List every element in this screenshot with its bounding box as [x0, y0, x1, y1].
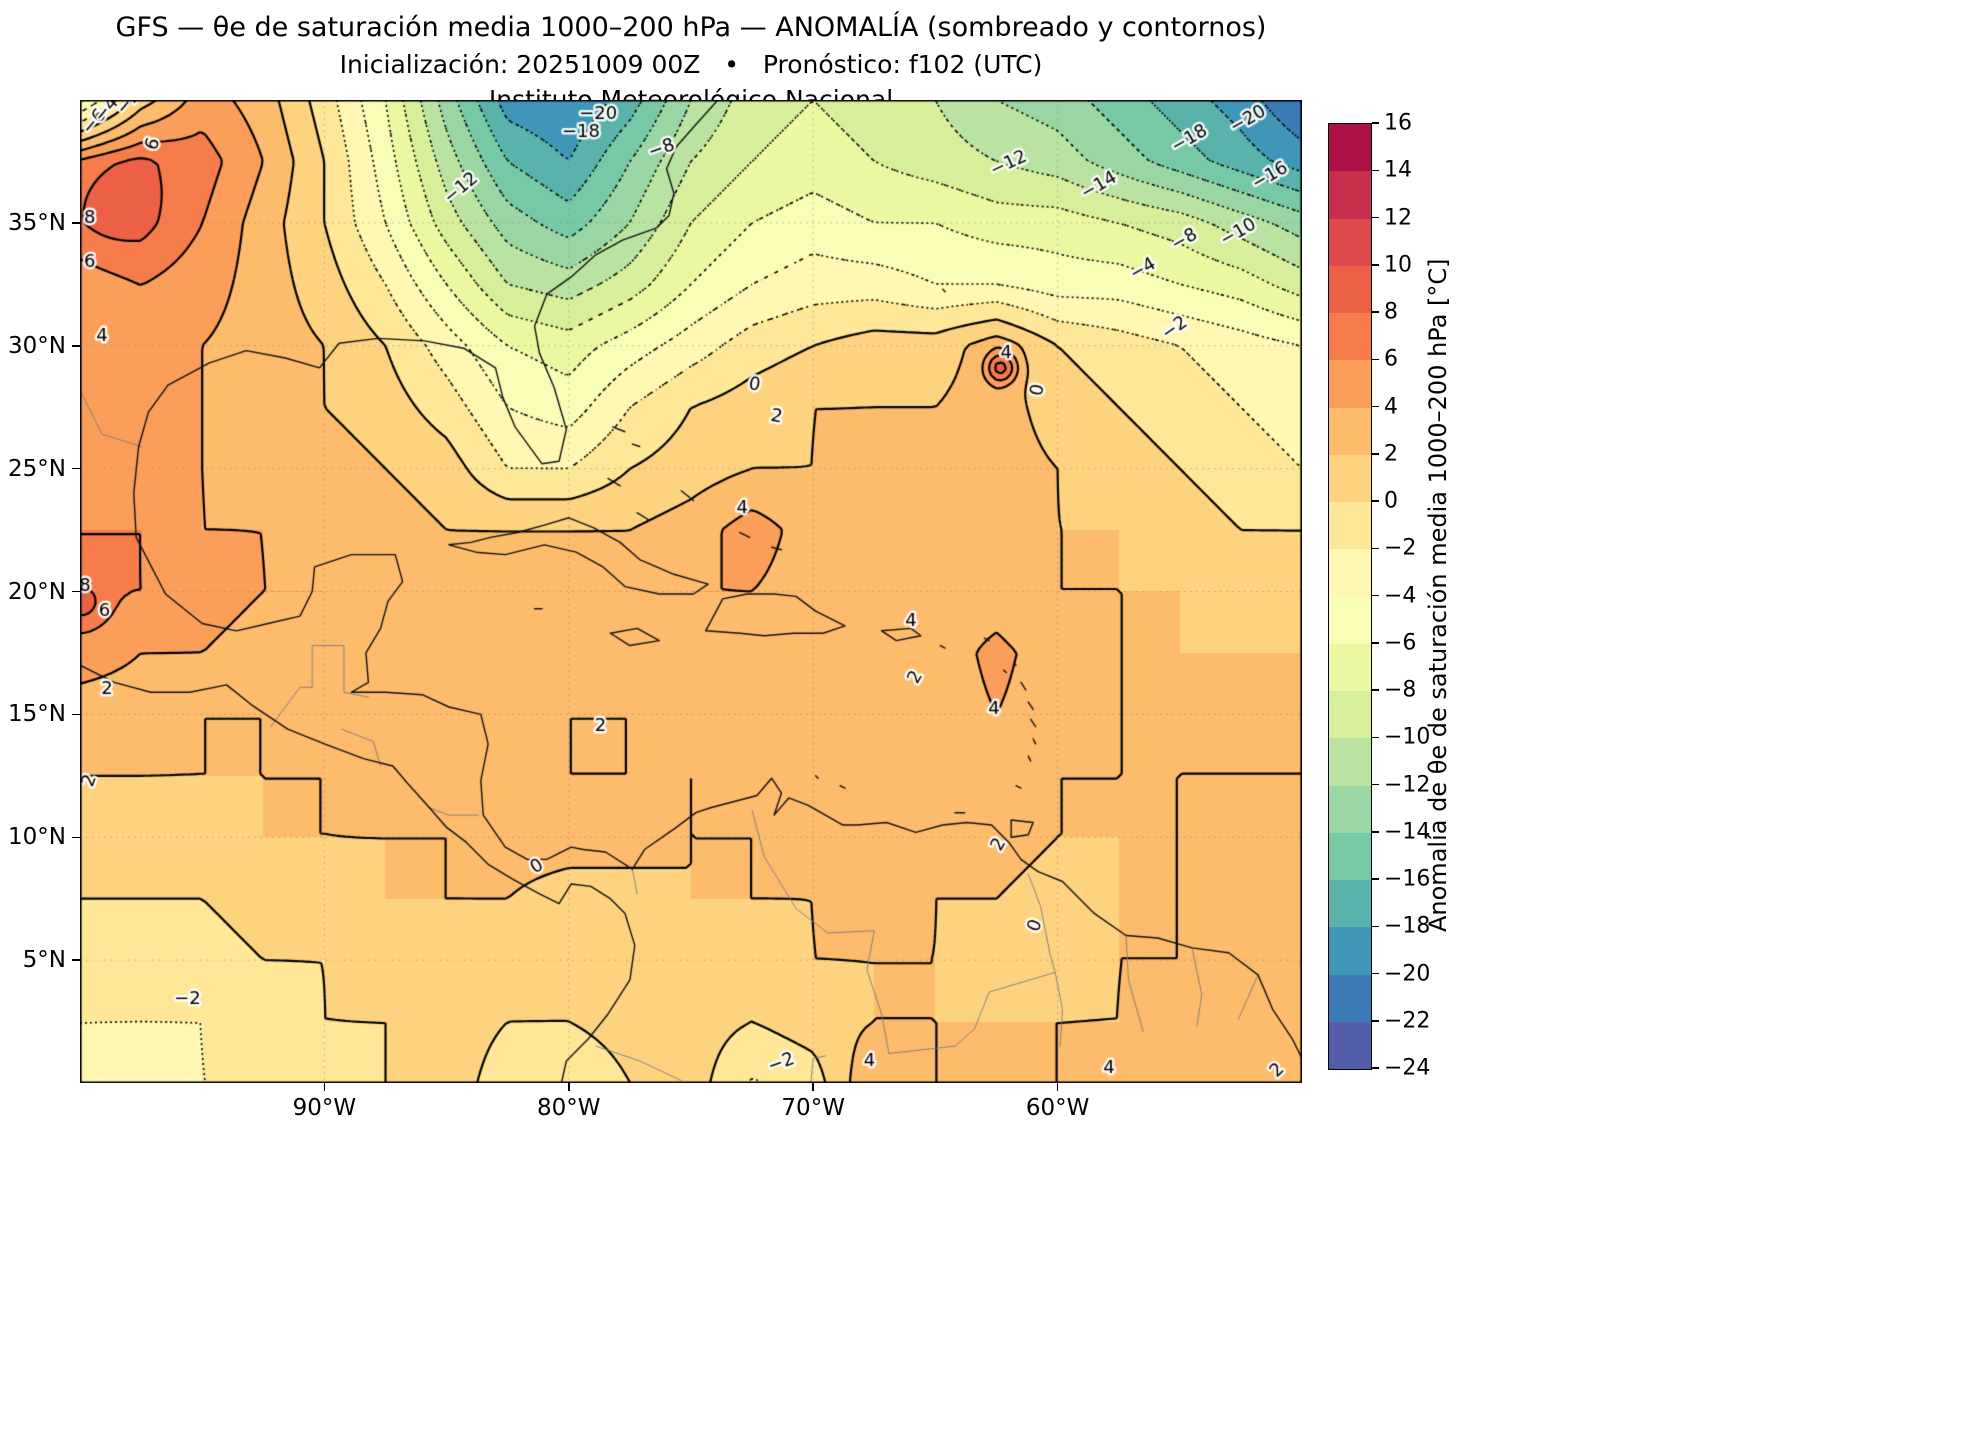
colorbar-tick-label: −18	[1384, 913, 1431, 939]
x-tick-label: 80°W	[537, 1095, 601, 1121]
colorbar-tick	[1372, 311, 1379, 313]
colorbar-tick	[1372, 264, 1379, 266]
axis-tick	[72, 467, 80, 470]
axis-tick	[72, 590, 80, 593]
colorbar-tick	[1372, 594, 1379, 597]
y-tick-label: 15°N	[8, 701, 66, 728]
axis-tick	[72, 222, 80, 224]
x-tick-label: 60°W	[1025, 1095, 1090, 1121]
axis-tick	[812, 1083, 814, 1091]
colorbar-segment	[1329, 360, 1371, 408]
colorbar-tick-label: −16	[1384, 866, 1431, 892]
y-tick-label: 25°N	[8, 455, 66, 482]
colorbar-tick-label: 16	[1384, 110, 1412, 136]
chart-title: GFS — θe de saturación media 1000–200 hP…	[115, 12, 1267, 43]
colorbar-segment	[1329, 974, 1371, 1022]
colorbar-segment	[1329, 313, 1371, 361]
colorbar-tick-label: −6	[1384, 630, 1417, 656]
colorbar-tick	[1372, 925, 1379, 927]
axis-tick	[1056, 1083, 1059, 1091]
colorbar-tick-label: −24	[1384, 1055, 1431, 1081]
y-tick-label: 35°N	[8, 209, 66, 236]
colorbar-tick-label: 10	[1384, 252, 1412, 278]
colorbar-tick	[1372, 169, 1379, 171]
colorbar-tick-label: 4	[1384, 394, 1398, 419]
colorbar-tick	[1372, 358, 1379, 360]
colorbar-segment	[1329, 218, 1371, 266]
axis-tick	[568, 1083, 570, 1091]
colorbar-tick	[1372, 736, 1379, 738]
colorbar-tick	[1372, 122, 1379, 124]
colorbar-tick	[1372, 878, 1379, 880]
colorbar-tick-label: 14	[1384, 157, 1412, 183]
colorbar-tick	[1372, 453, 1379, 455]
colorbar-segment	[1329, 785, 1371, 833]
colorbar-tick	[1372, 216, 1379, 219]
anomaly-map-canvas	[80, 100, 1302, 1083]
colorbar-segment	[1329, 927, 1371, 975]
colorbar-segment	[1329, 407, 1371, 455]
colorbar-tick-label: 8	[1384, 299, 1398, 325]
colorbar-segment	[1329, 171, 1371, 219]
colorbar-tick	[1372, 689, 1379, 691]
y-tick-label: 10°N	[8, 824, 66, 851]
colorbar-tick	[1372, 405, 1379, 408]
colorbar-tick-label: −14	[1384, 819, 1431, 845]
colorbar-tick	[1372, 642, 1379, 644]
colorbar-tick-label: −2	[1384, 535, 1417, 561]
axis-tick	[72, 345, 80, 347]
colorbar-tick	[1372, 972, 1379, 975]
colorbar-tick	[1372, 1067, 1379, 1069]
colorbar-segment	[1329, 738, 1371, 786]
colorbar	[1328, 123, 1372, 1070]
colorbar-segment	[1329, 454, 1371, 502]
x-tick-label: 90°W	[292, 1095, 357, 1121]
colorbar-tick-label: −4	[1384, 583, 1417, 608]
colorbar-tick-label: 0	[1384, 488, 1398, 514]
colorbar-segment	[1329, 596, 1371, 644]
x-tick-label: 70°W	[781, 1095, 845, 1121]
colorbar-segment	[1329, 832, 1371, 880]
axis-tick	[72, 713, 80, 716]
colorbar-segment	[1329, 502, 1371, 550]
colorbar-tick	[1372, 831, 1379, 833]
axis-tick	[72, 836, 80, 838]
axis-tick	[72, 959, 80, 961]
chart-subtitle: Inicialización: 20251009 00Z • Pronóstic…	[339, 50, 1043, 80]
colorbar-tick	[1372, 1020, 1379, 1022]
y-tick-label: 30°N	[8, 332, 66, 359]
colorbar-tick-label: −10	[1384, 724, 1431, 750]
colorbar-tick	[1372, 547, 1379, 549]
axis-tick	[323, 1083, 326, 1091]
colorbar-tick-label: −8	[1384, 677, 1417, 703]
colorbar-segment	[1329, 549, 1371, 597]
colorbar-tick-label: 12	[1384, 205, 1412, 230]
colorbar-tick-label: 6	[1384, 346, 1398, 372]
y-tick-label: 20°N	[8, 578, 66, 605]
colorbar-segment	[1329, 643, 1371, 691]
colorbar-segment	[1329, 265, 1371, 313]
colorbar-tick	[1372, 783, 1379, 786]
colorbar-tick-label: −20	[1384, 961, 1431, 986]
colorbar-tick	[1372, 500, 1379, 502]
colorbar-tick-label: 2	[1384, 441, 1398, 467]
colorbar-segment	[1329, 124, 1371, 172]
colorbar-tick-label: −22	[1384, 1008, 1431, 1034]
y-tick-label: 5°N	[22, 947, 66, 974]
colorbar-segment	[1329, 1021, 1371, 1069]
colorbar-segment	[1329, 691, 1371, 739]
colorbar-tick-label: −12	[1384, 772, 1431, 797]
colorbar-segment	[1329, 880, 1371, 928]
